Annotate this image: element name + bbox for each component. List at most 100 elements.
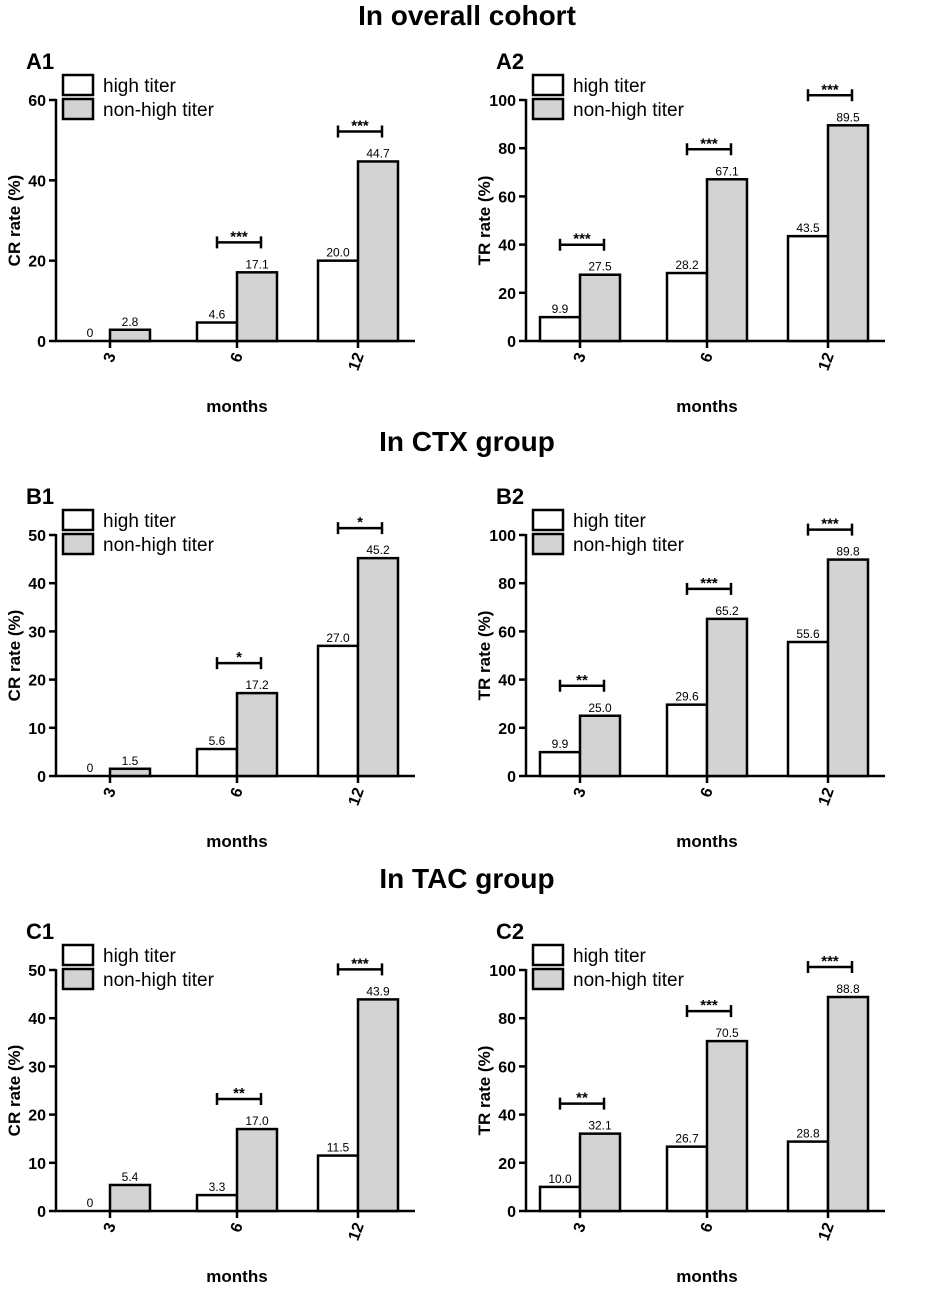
bar-high-titer-3m: [538, 315, 582, 343]
bar-value-label: 28.8: [796, 1127, 820, 1141]
significance-bracket: [806, 89, 854, 102]
y-tick-label: 100: [489, 963, 516, 980]
legend-swatch-non-high-titer: [531, 967, 565, 991]
bar-value-label: 89.5: [836, 110, 860, 124]
legend-label-non-high-titer: non-high titer: [573, 100, 685, 121]
y-tick-label: 30: [28, 624, 46, 641]
bar-value-label: 43.5: [796, 221, 820, 235]
legend-label-high-titer: high titer: [573, 946, 647, 967]
y-axis-label: TR rate (%): [475, 1046, 494, 1136]
legend-label-high-titer: high titer: [103, 511, 177, 532]
x-axis-label: months: [206, 1267, 267, 1286]
x-axis-label: months: [206, 397, 267, 416]
legend-swatch-non-high-titer: [531, 532, 565, 556]
y-axis-label: CR rate (%): [5, 175, 24, 267]
legend-label-high-titer: high titer: [103, 76, 177, 97]
bar-non-high-titer-12m: [356, 998, 400, 1213]
x-tick-label: 12: [346, 1220, 368, 1243]
bar-high-titer-6m: [665, 271, 709, 343]
bar-non-high-titer-3m: [108, 328, 152, 343]
significance-label: **: [233, 1085, 245, 1102]
y-tick-label: 60: [498, 1059, 516, 1076]
legend-label-non-high-titer: non-high titer: [573, 970, 685, 991]
legend-swatch-high-titer: [531, 943, 565, 967]
significance-label: ***: [821, 81, 839, 98]
x-tick-label: 6: [698, 785, 717, 799]
bar-non-high-titer-3m: [578, 714, 622, 778]
significance-label: *: [357, 514, 363, 531]
bar-non-high-titer-6m: [235, 691, 279, 778]
significance-label: ***: [821, 953, 839, 970]
legend-label-non-high-titer: non-high titer: [103, 970, 215, 991]
y-tick-label: 20: [498, 721, 516, 738]
y-tick-label: 40: [498, 673, 516, 690]
significance-bracket: [806, 960, 854, 973]
bar-non-high-titer-3m: [578, 1132, 622, 1213]
bar-high-titer-6m: [195, 747, 239, 778]
section-title-tac: In TAC group: [379, 863, 555, 894]
significance-bracket: [685, 582, 733, 595]
y-tick-label: 20: [28, 1108, 46, 1125]
significance-label: **: [576, 672, 588, 689]
bar-non-high-titer-12m: [356, 556, 400, 778]
bar-value-label: 9.9: [552, 737, 569, 751]
y-tick-label: 0: [37, 1204, 46, 1221]
bar-non-high-titer-6m: [235, 271, 279, 343]
chart-panel-a2: A2 high titer non-high titer 0 20 40 60 80 100 TR…: [475, 49, 885, 416]
bar-high-titer-6m: [665, 703, 709, 778]
significance-bracket: [215, 1093, 263, 1106]
y-tick-label: 20: [28, 254, 46, 271]
bar-non-high-titer-12m: [826, 124, 870, 343]
significance-bracket: [558, 1097, 606, 1110]
x-tick-label: 12: [346, 350, 368, 373]
legend-swatch-high-titer: [531, 73, 565, 97]
bar-value-label: 3.3: [209, 1180, 226, 1194]
legend-swatch-non-high-titer: [61, 97, 95, 121]
significance-bracket: [336, 963, 384, 976]
x-tick-label: 12: [816, 785, 838, 808]
x-tick-label: 3: [571, 1220, 590, 1234]
y-tick-label: 60: [498, 624, 516, 641]
x-tick-label: 3: [571, 785, 590, 799]
bar-value-label: 25.0: [588, 701, 612, 715]
bar-high-titer-6m: [195, 1193, 239, 1213]
bar-value-label: 9.9: [552, 302, 569, 316]
bar-non-high-titer-6m: [235, 1127, 279, 1213]
significance-label: ***: [700, 135, 718, 152]
legend-label-high-titer: high titer: [573, 76, 647, 97]
y-tick-label: 80: [498, 141, 516, 158]
x-tick-label: 3: [101, 785, 120, 799]
bar-value-label: 55.6: [796, 627, 820, 641]
legend-swatch-non-high-titer: [531, 97, 565, 121]
significance-label: ***: [351, 117, 369, 134]
legend-swatch-non-high-titer: [61, 532, 95, 556]
bar-value-label: 0: [87, 1196, 94, 1210]
bar-value-label: 65.2: [715, 604, 739, 618]
x-axis-label: months: [676, 1267, 737, 1286]
bar-value-label: 5.4: [122, 1170, 139, 1184]
y-tick-label: 40: [498, 1108, 516, 1125]
bar-value-label: 5.6: [209, 734, 226, 748]
y-tick-label: 60: [498, 189, 516, 206]
bar-non-high-titer-6m: [705, 617, 749, 778]
bar-value-label: 27.5: [588, 260, 612, 274]
bar-value-label: 70.5: [715, 1026, 739, 1040]
section-title-ctx: In CTX group: [379, 426, 555, 457]
y-tick-label: 50: [28, 528, 46, 545]
bar-value-label: 20.0: [326, 246, 350, 260]
y-tick-label: 60: [28, 93, 46, 110]
bar-value-label: 44.7: [366, 146, 390, 160]
bar-non-high-titer-12m: [826, 995, 870, 1213]
panel-label-c1: C1: [26, 919, 54, 944]
bar-non-high-titer-3m: [108, 1183, 152, 1213]
panel-label-c2: C2: [496, 919, 524, 944]
bar-non-high-titer-12m: [356, 160, 400, 343]
y-tick-label: 20: [498, 1156, 516, 1173]
y-axis-label: CR rate (%): [5, 610, 24, 702]
y-tick-label: 40: [28, 173, 46, 190]
x-tick-label: 3: [571, 350, 590, 364]
bar-high-titer-12m: [786, 1140, 830, 1213]
bar-value-label: 26.7: [675, 1132, 699, 1146]
significance-bracket: [336, 125, 384, 138]
